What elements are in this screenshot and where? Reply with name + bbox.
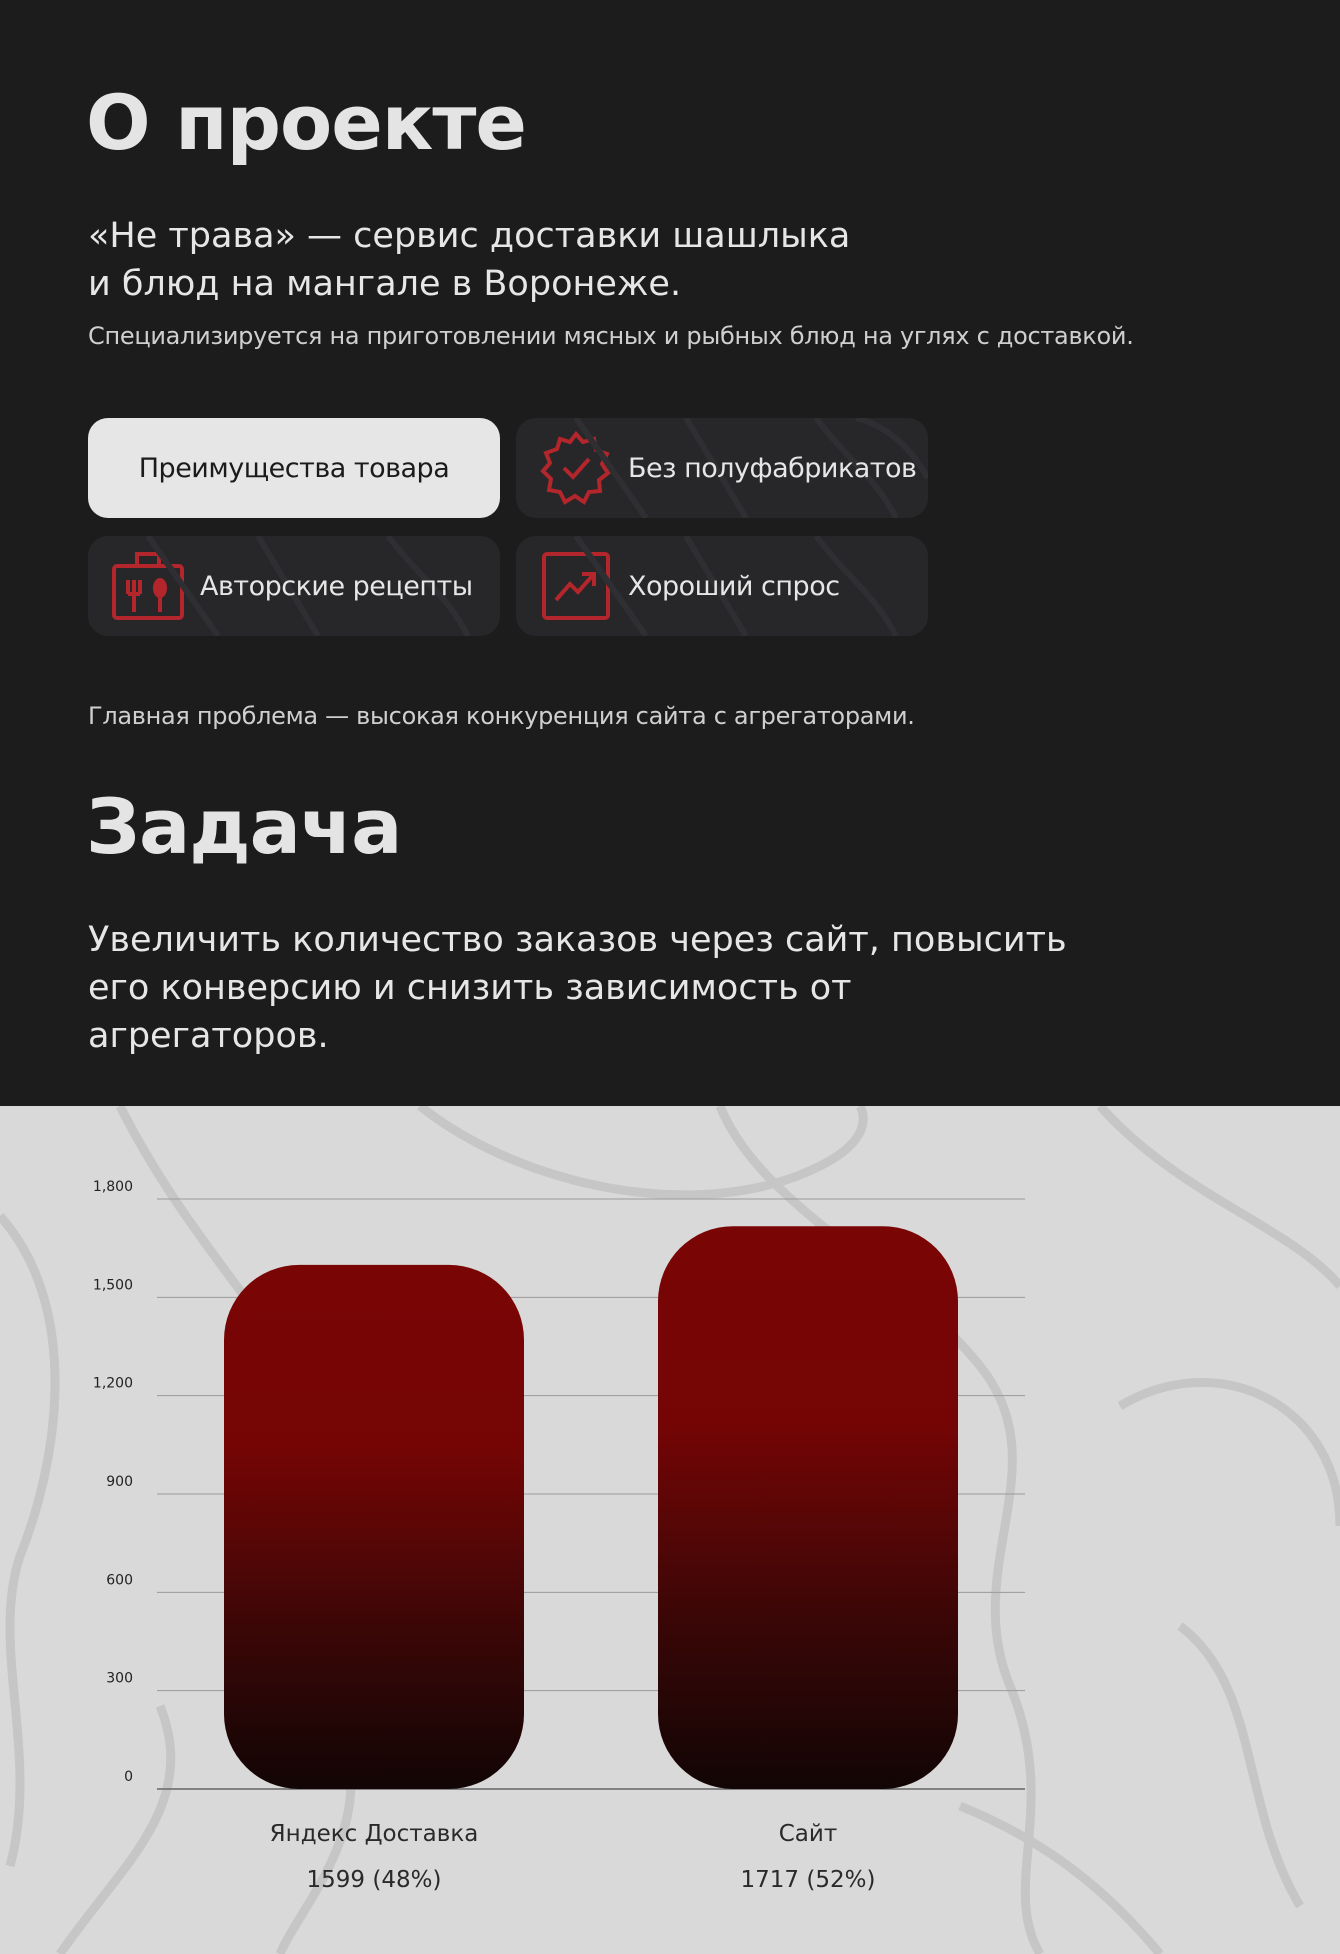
y-tick-label: 0 (124, 1769, 133, 1785)
bar (224, 1264, 524, 1789)
card-product-advantages[interactable]: Преимущества товара (88, 418, 500, 518)
card-no-semifinished[interactable]: Без полуфабрикатов (516, 418, 928, 518)
chart-section: 0 300 600 900 1,200 1,500 1,800 Яндекс Доставк… (0, 1106, 1340, 1954)
card-label: Хороший спрос (628, 570, 840, 602)
card-label: Авторские рецепты (200, 570, 473, 602)
about-lead-line1: «Не трава» — сервис доставки шашлыка (88, 216, 851, 256)
bar-value-label: 1717 (52%) (741, 1867, 876, 1893)
card-label: Без полуфабрикатов (628, 452, 917, 484)
y-tick-label: 1,800 (93, 1179, 133, 1195)
about-lead-line2: и блюд на мангале в Воронеже. (88, 264, 682, 304)
y-tick-label: 1,500 (93, 1277, 133, 1293)
badge-check-icon (540, 430, 611, 505)
y-tick-label: 1,200 (93, 1376, 133, 1392)
lunchbox-cutlery-icon (112, 552, 184, 620)
task-line1: Увеличить количество заказов через сайт,… (88, 920, 1067, 960)
task-line2: его конверсию и снизить зависимость от а… (88, 968, 852, 1056)
x-category-label: Сайт (779, 1821, 838, 1847)
bar-value-label: 1599 (48%) (307, 1867, 442, 1893)
task-text: Увеличить количество заказов через сайт,… (88, 916, 1088, 1060)
about-title: О проекте (86, 78, 527, 167)
card-author-recipes[interactable]: Авторские рецепты (88, 536, 500, 636)
card-label: Преимущества товара (138, 452, 450, 484)
about-lead: «Не трава» — сервис доставки шашлыка и б… (88, 212, 1088, 308)
about-section: О проекте «Не трава» — сервис доставки ш… (86, 78, 1134, 1060)
problem-text: Главная проблема — высокая конкуренция с… (88, 702, 915, 730)
y-tick-label: 300 (106, 1671, 133, 1687)
orders-bar-chart: 0 300 600 900 1,200 1,500 1,800 Яндекс Доставк… (0, 1106, 1340, 1954)
about-description: Специализируется на приготовлении мясных… (88, 322, 1134, 350)
card-good-demand[interactable]: Хороший спрос (516, 536, 928, 636)
y-tick-label: 900 (106, 1474, 133, 1490)
x-category-label: Яндекс Доставка (270, 1821, 479, 1847)
bar (658, 1226, 958, 1789)
trending-up-icon (542, 552, 610, 620)
task-title: Задача (86, 782, 402, 871)
y-tick-label: 600 (106, 1572, 133, 1588)
